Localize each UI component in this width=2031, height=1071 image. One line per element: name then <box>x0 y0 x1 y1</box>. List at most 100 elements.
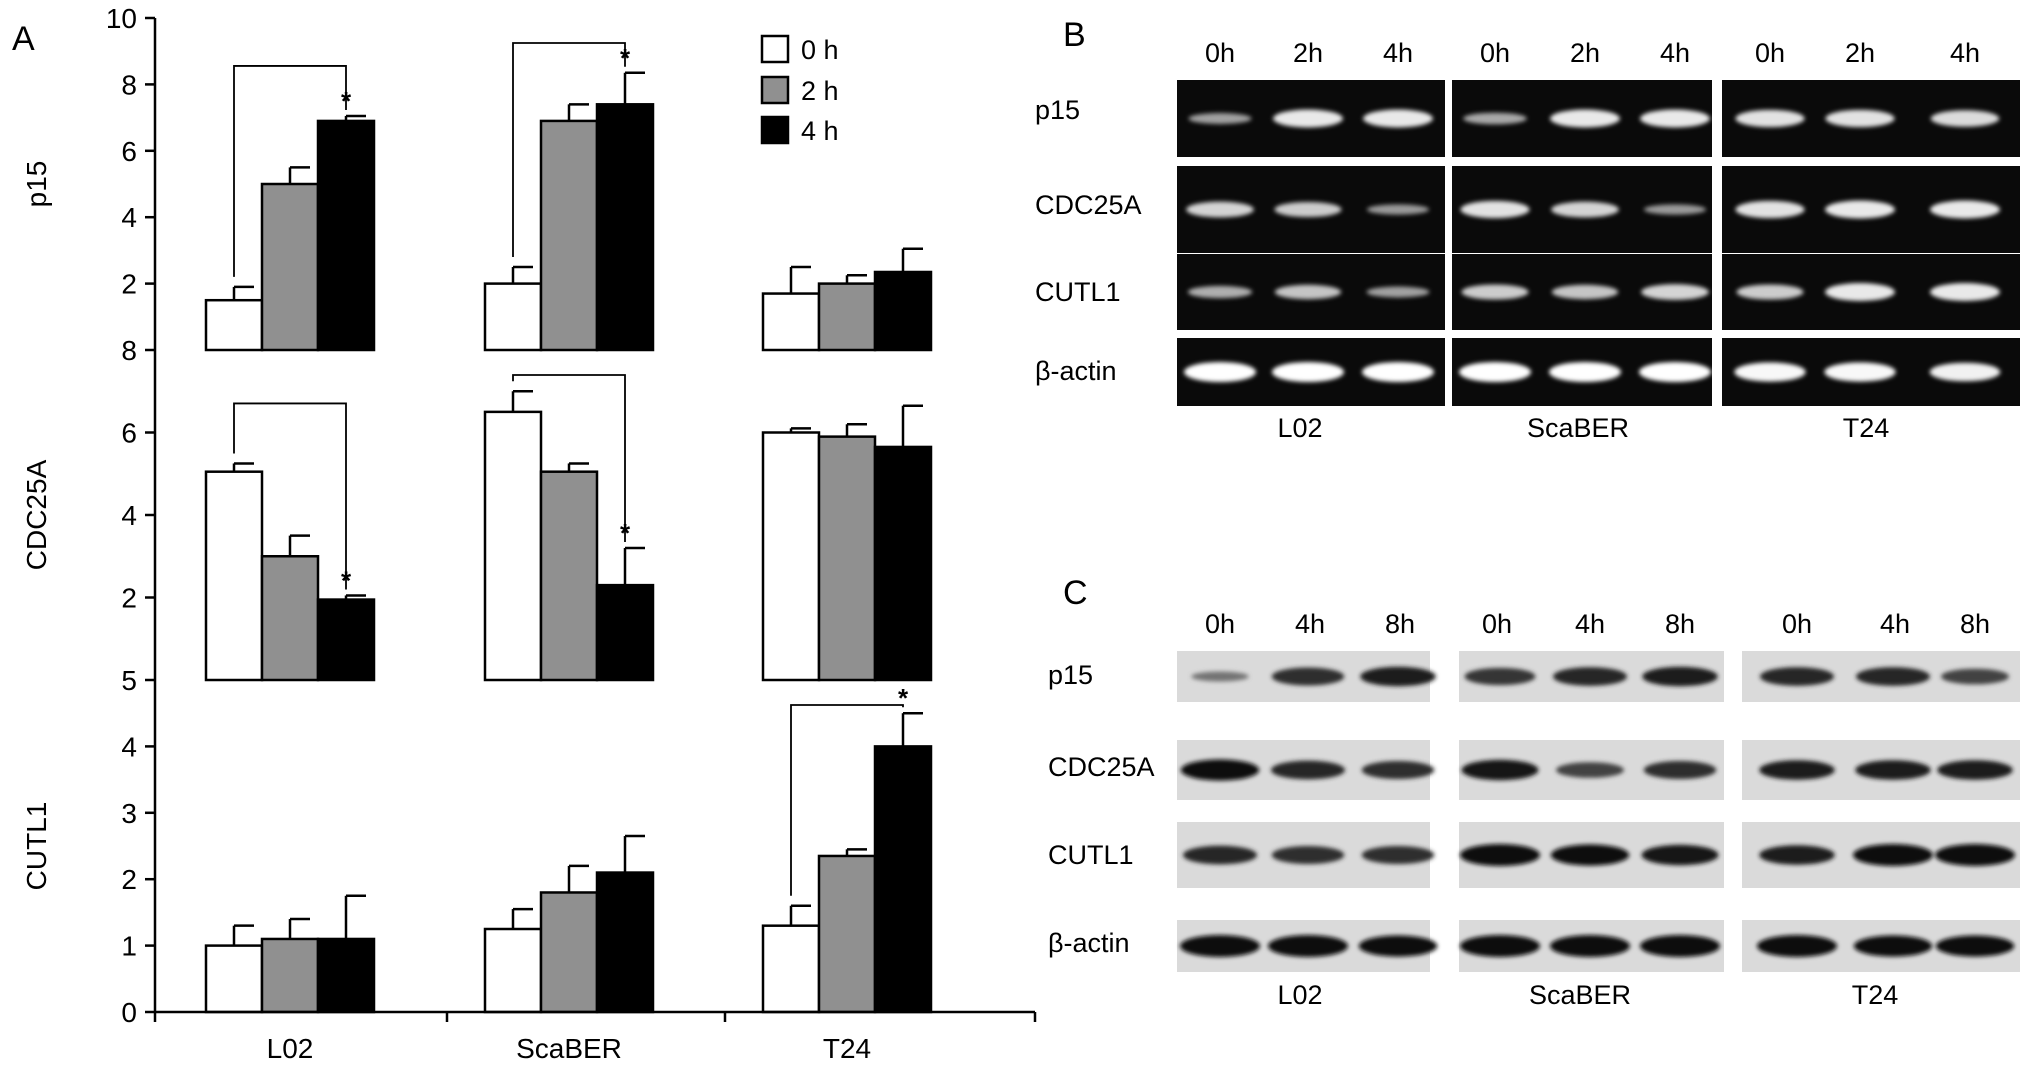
membrane-band <box>1361 761 1435 779</box>
y-axis-label: p15 <box>21 161 52 208</box>
blot-b-time-label: 0h <box>1205 38 1235 68</box>
y-tick-label: 5 <box>121 665 137 696</box>
panel-b-letter: B <box>1063 16 1086 54</box>
blot-c-row-label: CDC25A <box>1048 752 1155 782</box>
significance-bracket <box>790 704 904 896</box>
membrane-band <box>1757 935 1837 957</box>
membrane-band <box>1855 760 1931 780</box>
gel-band <box>1460 200 1530 219</box>
blot-c-row-label: β-actin <box>1048 928 1130 958</box>
membrane-band <box>1556 762 1624 778</box>
membrane-band <box>1180 935 1260 957</box>
membrane-band <box>1641 844 1719 866</box>
membrane-band <box>1643 761 1717 779</box>
gel-band <box>1639 362 1711 382</box>
bar <box>817 282 877 352</box>
membrane-band <box>1553 667 1627 686</box>
bar <box>817 854 877 1014</box>
gel-band <box>1929 362 2001 382</box>
membrane-band <box>1759 845 1835 865</box>
membrane-band <box>1358 935 1438 957</box>
membrane-band <box>1361 846 1435 864</box>
y-tick-label: 1 <box>121 931 137 962</box>
blot-c-time-label: 0h <box>1782 609 1812 639</box>
y-tick-label: 10 <box>106 3 137 34</box>
membrane-band <box>1853 935 1933 957</box>
y-tick-label: 4 <box>121 500 137 531</box>
membrane-band <box>1191 671 1249 682</box>
panel-a-letter: A <box>12 20 35 58</box>
gel-band <box>1930 200 2000 219</box>
membrane-band <box>1935 844 2015 866</box>
legend-label-2h: 2 h <box>801 76 839 106</box>
blot-b-group-labels: L02 ScaBER T24 <box>1277 413 1889 443</box>
blot-b-row-label: CDC25A <box>1035 190 1142 220</box>
significance-mark: * <box>620 518 631 548</box>
bar <box>539 119 599 352</box>
blot-b-time-label: 0h <box>1755 38 1785 68</box>
blot-b-time-label: 4h <box>1383 38 1413 68</box>
y-tick-label: 8 <box>121 335 137 366</box>
gel-band <box>1549 362 1621 382</box>
panel-c-western-blot: 0h 4h 8h 0h 4h 8h 0h 4h 8h p15 CDC25A CU… <box>1048 609 2020 1010</box>
bar-chart-p15: 2 4 6 8 10 p15 * * <box>21 3 933 352</box>
bar <box>483 282 543 352</box>
x-category-label: L02 <box>267 1033 314 1064</box>
gel-band <box>1188 113 1252 124</box>
x-category-label: ScaBER <box>516 1033 622 1064</box>
gel-band <box>1184 362 1256 382</box>
y-tick-label: 4 <box>121 202 137 233</box>
blot-c-group-label: ScaBER <box>1529 980 1631 1010</box>
bar-chart-cdc25a: 2 4 6 8 CDC25A * * <box>21 335 933 682</box>
significance-mark: * <box>341 565 352 595</box>
gel-band <box>1459 362 1531 382</box>
bar <box>260 182 320 352</box>
bar <box>873 745 933 1014</box>
gel-band <box>1735 200 1805 219</box>
membrane-band <box>1464 667 1536 686</box>
y-axis-label: CUTL1 <box>21 802 52 891</box>
membrane-band <box>1853 844 1933 866</box>
bar <box>483 410 543 682</box>
blot-c-time-label: 8h <box>1385 609 1415 639</box>
panel-c-letter: C <box>1063 574 1088 612</box>
blot-b-row-label: p15 <box>1035 95 1080 125</box>
bar <box>204 298 264 352</box>
y-tick-label: 2 <box>121 864 137 895</box>
blot-b-time-label: 0h <box>1480 38 1510 68</box>
significance-bracket <box>512 42 626 257</box>
blot-c-time-label: 4h <box>1575 609 1605 639</box>
legend-swatch-4h <box>760 115 790 145</box>
blot-b-time-label: 4h <box>1660 38 1690 68</box>
bar <box>539 891 599 1014</box>
bar <box>539 470 599 682</box>
bar <box>595 871 655 1014</box>
membrane-band <box>1642 666 1718 687</box>
blot-b-time-label: 2h <box>1570 38 1600 68</box>
blot-b-group-label: T24 <box>1843 413 1890 443</box>
blot-c-time-label: 4h <box>1295 609 1325 639</box>
blot-b-time-labels: 0h 2h 4h 0h 2h 4h 0h 2h 4h <box>1205 38 1980 68</box>
gel-band <box>1272 362 1344 382</box>
gel-band <box>1930 110 2000 127</box>
blot-c-row-label: CUTL1 <box>1048 840 1134 870</box>
bar <box>761 924 821 1014</box>
y-tick-label: 3 <box>121 798 137 829</box>
significance-mark: * <box>898 683 909 713</box>
blot-c-time-label: 4h <box>1880 609 1910 639</box>
blot-b-row-label: β-actin <box>1035 356 1117 386</box>
blot-c-group-labels: L02 ScaBER T24 <box>1277 980 1898 1010</box>
gel-band <box>1366 286 1430 298</box>
significance-bracket <box>233 402 347 590</box>
membrane-band <box>1640 935 1720 957</box>
panel-a-bar-charts: 2 4 6 8 10 p15 * * 2 4 6 8 CDC25A * * 0 1 2 3 4 5 CUTL1 * L02 Sc… <box>21 3 1037 1064</box>
gel-band <box>1366 204 1430 215</box>
bar <box>204 944 264 1014</box>
bar <box>260 937 320 1014</box>
bar <box>595 583 655 682</box>
blot-b-time-label: 2h <box>1293 38 1323 68</box>
bar <box>316 598 376 682</box>
blot-b-row-labels: p15 CDC25A CUTL1 β-actin <box>1035 95 1142 386</box>
gel-band <box>1735 109 1805 128</box>
